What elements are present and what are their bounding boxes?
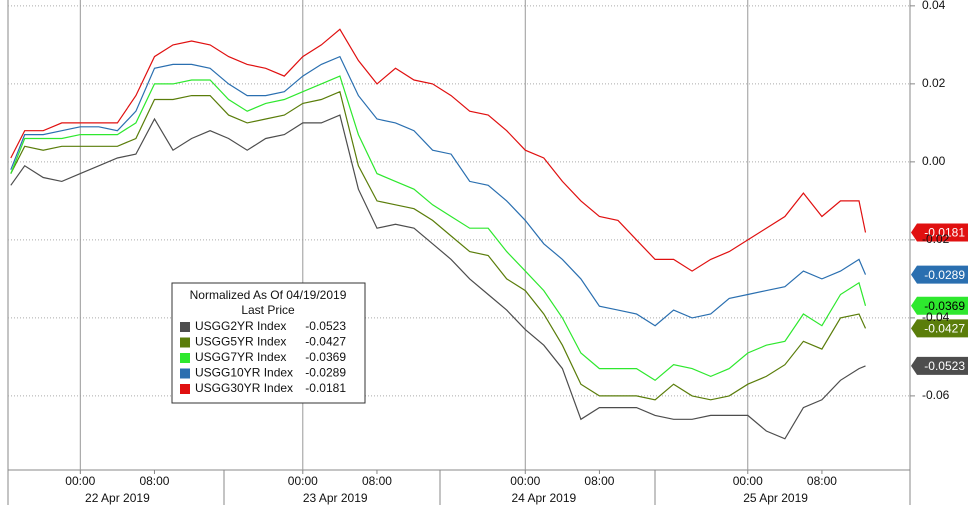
last-value-label: -0.0523 <box>924 359 965 373</box>
x-tick-label: 08:00 <box>584 474 614 488</box>
series-line <box>10 55 867 327</box>
y-tick-label: 0.02 <box>922 76 946 90</box>
y-tick-label: -0.04 <box>922 310 950 324</box>
series-line <box>10 28 867 272</box>
y-tick-label: -0.02 <box>922 232 950 246</box>
x-tick-label: 00:00 <box>65 474 95 488</box>
legend-label: USGG10YR Index <box>195 366 293 380</box>
plot <box>8 0 910 470</box>
legend-swatch <box>180 368 190 379</box>
y-tick-label: 0.00 <box>922 154 946 168</box>
legend-value: -0.0523 <box>305 319 346 333</box>
legend-swatch <box>180 322 190 332</box>
series-line <box>10 114 866 440</box>
legend-value: -0.0369 <box>305 350 346 364</box>
legend-value: -0.0289 <box>305 366 346 380</box>
last-value-badge <box>911 296 968 315</box>
x-tick-label: 08:00 <box>807 474 837 488</box>
legend-swatch <box>180 337 190 348</box>
x-tick-label: 00:00 <box>510 474 540 488</box>
last-value-badge <box>911 223 968 242</box>
last-value-label: -0.0181 <box>924 226 965 240</box>
y-tick-label: 0.04 <box>922 0 946 12</box>
last-value-label: -0.0289 <box>924 268 965 282</box>
x-tick-label: 08:00 <box>139 474 169 488</box>
last-value-label: -0.0427 <box>924 322 965 336</box>
legend-title: Normalized As Of 04/19/2019 <box>190 288 347 302</box>
legend-value: -0.0181 <box>305 381 346 395</box>
legend-swatch <box>180 353 190 363</box>
series-line <box>10 90 867 401</box>
date-label: 23 Apr 2019 <box>303 491 368 505</box>
series-line <box>10 75 867 382</box>
legend-box <box>171 282 366 404</box>
last-value-badge <box>911 265 968 284</box>
date-label: 25 Apr 2019 <box>743 491 808 505</box>
x-tick-label: 08:00 <box>362 474 392 488</box>
legend-swatch <box>180 384 190 394</box>
legend-label: USGG5YR Index <box>195 335 286 349</box>
date-label: 24 Apr 2019 <box>511 491 576 505</box>
last-value-badge <box>911 356 968 375</box>
x-tick-label: 00:00 <box>288 474 318 488</box>
x-tick-label: 00:00 <box>733 474 763 488</box>
last-value-badge <box>911 319 968 338</box>
legend-value: -0.0427 <box>305 335 346 349</box>
legend-subtitle: Last Price <box>241 303 295 317</box>
y-tick-label: -0.06 <box>922 388 950 402</box>
legend-label: USGG2YR Index <box>195 319 286 333</box>
legend-label: USGG30YR Index <box>195 381 293 395</box>
overlay: -0.0523-0.0427-0.0369-0.0289-0.0181Norma… <box>171 223 968 404</box>
last-value-label: -0.0369 <box>924 299 965 313</box>
legend-label: USGG7YR Index <box>195 350 286 364</box>
date-label: 22 Apr 2019 <box>85 491 150 505</box>
